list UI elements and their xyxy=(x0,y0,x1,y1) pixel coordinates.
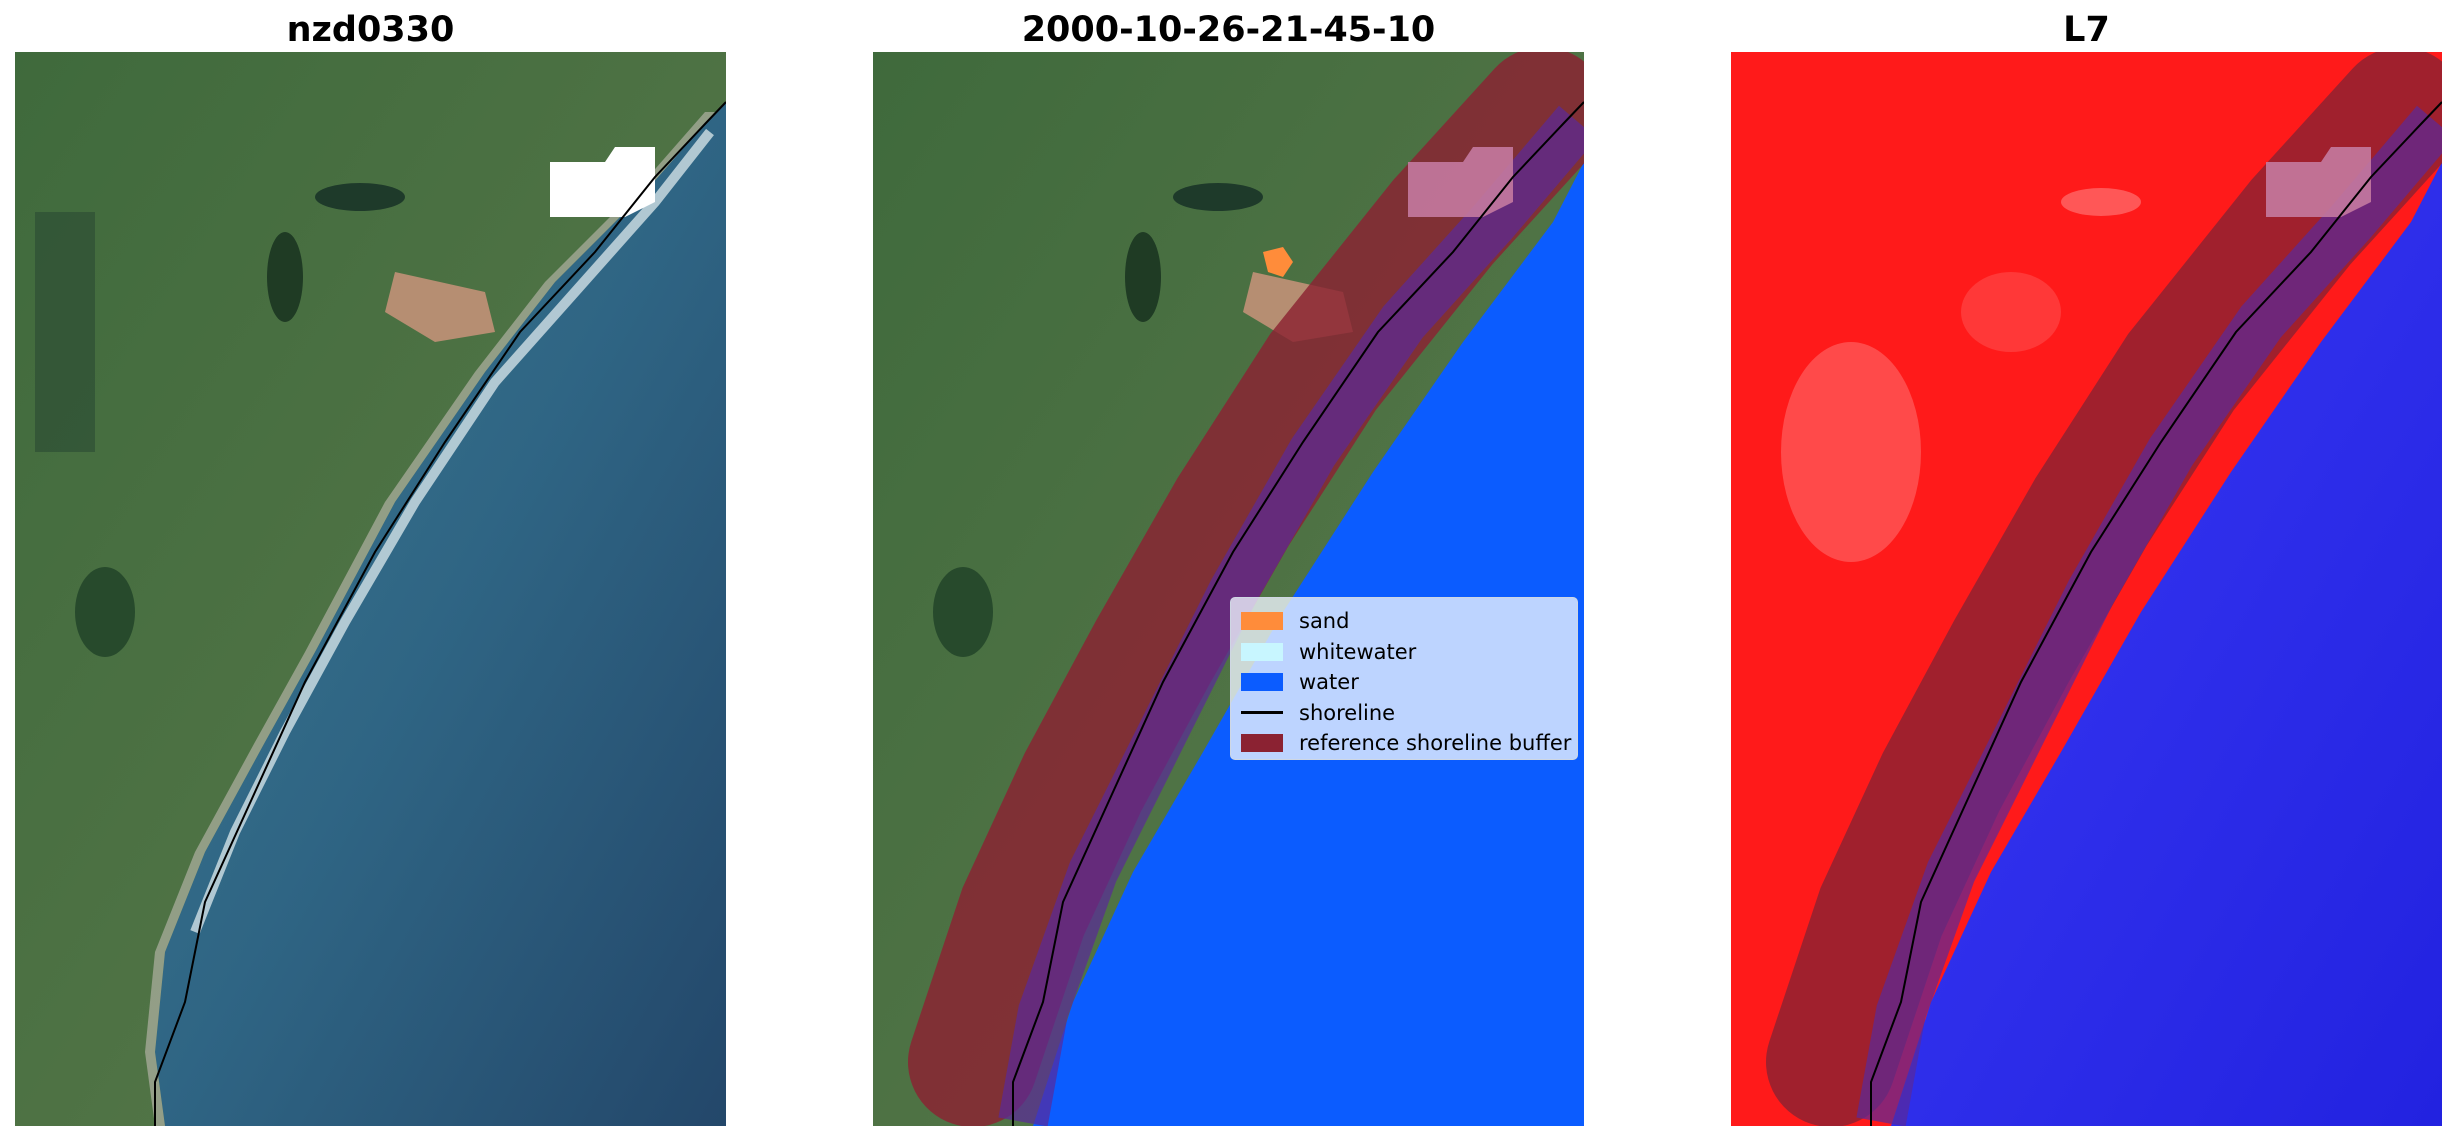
panel-title-classification: 2000-10-26-21-45-10 xyxy=(1021,10,1436,50)
legend-swatch-buffer xyxy=(1241,734,1283,753)
legend-swatch-whitewater xyxy=(1241,642,1283,661)
legend-label-sand: sand xyxy=(1299,609,1350,634)
rgb-image-panel xyxy=(15,52,726,1126)
index-image xyxy=(1731,52,2442,1126)
legend-line-shoreline xyxy=(1241,711,1283,715)
legend-item-shoreline: shoreline xyxy=(1241,698,1567,729)
legend-label-water: water xyxy=(1299,670,1359,695)
legend-swatch-water xyxy=(1241,673,1283,692)
legend-label-shoreline: shoreline xyxy=(1299,700,1396,725)
classification-panel xyxy=(873,52,1584,1126)
legend: sand whitewater water shoreline referenc… xyxy=(1230,597,1578,760)
legend-label-buffer: reference shoreline buffer xyxy=(1299,731,1572,756)
rgb-satellite-image xyxy=(15,52,726,1126)
legend-item-buffer: reference shoreline buffer xyxy=(1241,728,1571,759)
legend-item-water: water xyxy=(1241,667,1567,698)
legend-swatch-sand xyxy=(1241,612,1283,631)
legend-item-sand: sand xyxy=(1241,606,1567,637)
index-panel xyxy=(1731,52,2442,1126)
legend-label-whitewater: whitewater xyxy=(1299,639,1417,664)
legend-item-whitewater: whitewater xyxy=(1241,637,1567,668)
classification-image xyxy=(873,52,1584,1126)
panel-title-rgb: nzd0330 xyxy=(286,10,455,50)
panel-title-index: L7 xyxy=(2063,10,2110,50)
